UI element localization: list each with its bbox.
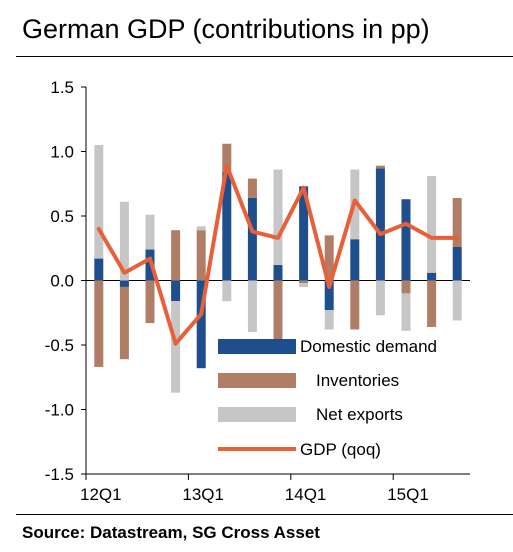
- legend-label-inventories: Inventories: [316, 371, 399, 390]
- legend-label-gdp-qoq: GDP (qoq): [300, 440, 381, 459]
- bar-net-exports: [222, 280, 232, 302]
- bar-net-exports: [145, 214, 155, 250]
- legend-swatch-net-exports: [218, 407, 296, 422]
- legend-swatch-inventories: [218, 373, 296, 388]
- bar-inventories: [350, 280, 360, 330]
- title-rule: [16, 56, 513, 57]
- source-note: Source: Datastream, SG Cross Asset: [22, 523, 320, 542]
- bar-domestic-demand: [196, 280, 206, 369]
- x-tick-label: 13Q1: [182, 485, 224, 504]
- bar-net-exports: [273, 169, 283, 266]
- bar-domestic-demand: [427, 272, 437, 281]
- legend-label-domestic-demand: Domestic demand: [300, 337, 437, 356]
- bar-net-exports: [401, 293, 411, 331]
- bar-inventories: [145, 280, 155, 324]
- bar-net-exports: [247, 280, 257, 333]
- x-tick-label: 15Q1: [387, 485, 429, 504]
- bar-inventories: [375, 165, 385, 169]
- bar-domestic-demand: [119, 280, 129, 287]
- bar-net-exports: [299, 283, 309, 287]
- bar-net-exports: [196, 226, 206, 231]
- y-tick-label: -1.5: [45, 465, 74, 484]
- bar-net-exports: [452, 280, 462, 321]
- bar-inventories: [247, 178, 257, 198]
- legend-label-bg: [298, 436, 385, 460]
- bar-domestic-demand: [171, 280, 181, 302]
- bar-net-exports: [375, 280, 385, 316]
- x-tick-label: 14Q1: [285, 485, 327, 504]
- bar-net-exports: [171, 301, 181, 393]
- bar-inventories: [196, 230, 206, 281]
- bar-inventories: [171, 230, 181, 281]
- bar-inventories: [94, 280, 104, 367]
- source-rule: [16, 514, 513, 515]
- bar-inventories: [273, 280, 283, 345]
- legend-swatch-domestic-demand: [218, 339, 296, 354]
- bar-inventories: [452, 197, 462, 247]
- bar-domestic-demand: [222, 172, 232, 281]
- x-tick-label: 12Q1: [80, 485, 122, 504]
- bar-domestic-demand: [401, 199, 411, 281]
- bar-inventories: [119, 286, 129, 360]
- y-tick-label: 1.5: [50, 78, 74, 97]
- legend-label-net-exports: Net exports: [316, 405, 403, 424]
- bar-inventories: [427, 280, 437, 327]
- bar-domestic-demand: [94, 258, 104, 281]
- bar-inventories: [324, 235, 334, 281]
- bar-domestic-demand: [247, 197, 257, 281]
- y-tick-label: -0.5: [45, 336, 74, 355]
- bar-net-exports: [324, 310, 334, 330]
- bar-domestic-demand: [350, 239, 360, 281]
- bar-inventories: [401, 280, 411, 294]
- bar-inventories: [222, 143, 232, 173]
- bar-inventories: [299, 280, 309, 284]
- bar-net-exports: [119, 201, 129, 281]
- bar-domestic-demand: [324, 280, 334, 311]
- chart-title: German GDP (contributions in pp): [22, 14, 430, 44]
- bar-net-exports: [94, 145, 104, 259]
- bar-net-exports: [427, 176, 437, 273]
- y-tick-label: 0.5: [50, 207, 74, 226]
- y-tick-label: -1.0: [45, 401, 74, 420]
- bar-domestic-demand: [375, 168, 385, 281]
- gdp-line: [96, 163, 460, 346]
- bar-domestic-demand: [273, 265, 283, 281]
- legend-label-bg: [314, 367, 420, 391]
- y-tick-label: 1.0: [50, 143, 74, 162]
- legend-label-bg: [314, 401, 420, 425]
- y-tick-label: 0.0: [50, 272, 74, 291]
- bar-domestic-demand: [452, 246, 462, 281]
- bar-domestic-demand: [299, 186, 309, 281]
- legend-label-bg: [298, 333, 440, 357]
